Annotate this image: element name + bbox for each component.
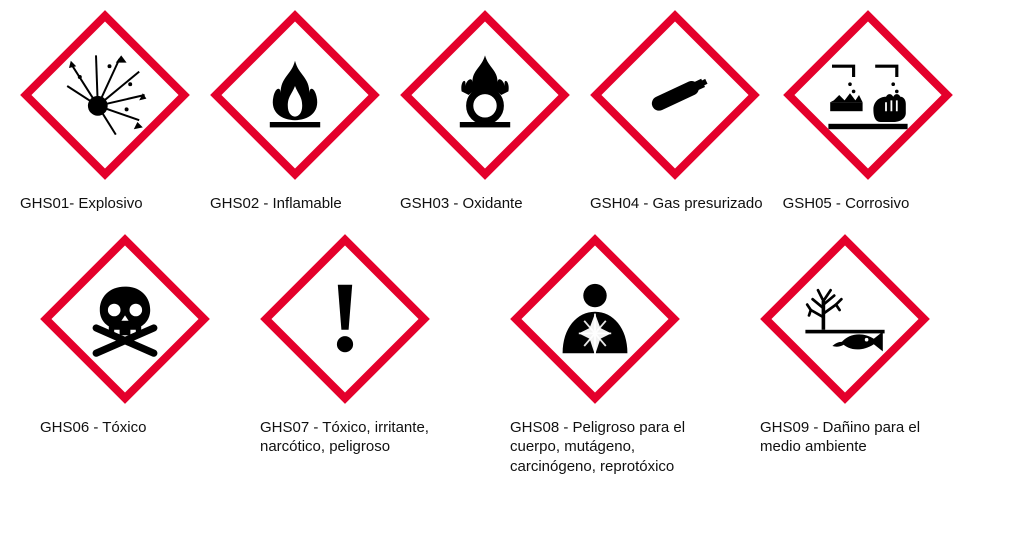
pictogram-row-2: GHS06 - Tóxico GHS07 - Tóxico, irritante… (40, 234, 1004, 477)
pictogram-label: GSH04 - Gas presurizado (590, 194, 763, 214)
ghs-diamond (260, 234, 430, 404)
ghs-diamond (20, 10, 190, 180)
pictogram-cell-ghs08: GHS08 - Peligroso para el cuerpo, mutáge… (510, 234, 710, 477)
pictogram-label: GHS02 - Inflamable (210, 194, 342, 214)
pictogram-label: GSH05 - Corrosivo (783, 194, 910, 214)
ghs-diamond (760, 234, 930, 404)
pictogram-cell-ghs02: GHS02 - Inflamable (210, 10, 380, 214)
pictogram-cell-ghs09: GHS09 - Dañino para el medio ambiente (760, 234, 960, 457)
ghs-diamond (40, 234, 210, 404)
exploding-bomb-icon (60, 50, 150, 140)
pictogram-label: GHS01- Explosivo (20, 194, 143, 214)
pictogram-label: GSH03 - Oxidante (400, 194, 523, 214)
pictogram-cell-ghs05: GSH05 - Corrosivo (783, 10, 953, 214)
pictogram-label: GHS08 - Peligroso para el cuerpo, mutáge… (510, 418, 710, 477)
pictogram-cell-ghs06: GHS06 - Tóxico (40, 234, 210, 438)
ghs-diamond (783, 10, 953, 180)
pictogram-label: GHS06 - Tóxico (40, 418, 146, 438)
corrosion-icon (823, 50, 913, 140)
ghs-diamond (210, 10, 380, 180)
ghs-diamond (510, 234, 680, 404)
pictogram-label: GHS07 - Tóxico, irritante, narcótico, pe… (260, 418, 460, 457)
pictogram-row-1: GHS01- Explosivo GHS02 - Inflamable GSH (20, 10, 1004, 214)
gas-cylinder-icon (630, 50, 720, 140)
environment-icon (800, 274, 890, 364)
pictogram-cell-ghs07: GHS07 - Tóxico, irritante, narcótico, pe… (260, 234, 460, 457)
exclamation-icon (300, 274, 390, 364)
pictogram-cell-ghs01: GHS01- Explosivo (20, 10, 190, 214)
flame-icon (250, 50, 340, 140)
ghs-diamond (400, 10, 570, 180)
health-hazard-icon (550, 274, 640, 364)
skull-crossbones-icon (80, 274, 170, 364)
pictogram-cell-ghs04: GSH04 - Gas presurizado (590, 10, 763, 214)
pictogram-label: GHS09 - Dañino para el medio ambiente (760, 418, 960, 457)
pictogram-cell-ghs03: GSH03 - Oxidante (400, 10, 570, 214)
ghs-diamond (590, 10, 760, 180)
flame-over-circle-icon (440, 50, 530, 140)
